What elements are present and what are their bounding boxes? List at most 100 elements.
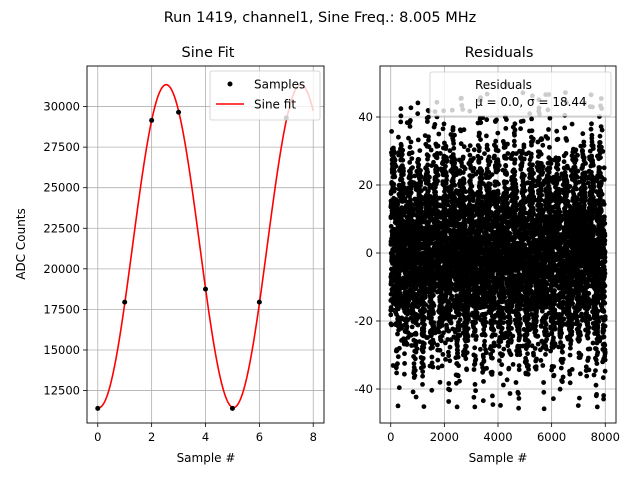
residual-point xyxy=(399,325,404,331)
residual-point xyxy=(427,174,432,180)
residual-point xyxy=(388,224,394,229)
residual-point xyxy=(399,177,405,182)
residual-point xyxy=(431,311,436,316)
residual-point xyxy=(502,295,508,300)
residual-point xyxy=(484,142,490,148)
residual-point xyxy=(431,320,437,325)
residual-point xyxy=(457,317,463,323)
residual-point xyxy=(451,141,456,146)
residual-point xyxy=(410,389,416,395)
residual-point xyxy=(392,169,397,175)
residual-point xyxy=(486,154,492,160)
residual-point xyxy=(418,205,424,211)
residual-point xyxy=(454,404,460,410)
residual-point xyxy=(414,346,420,352)
residual-point xyxy=(472,404,478,410)
sample-point-4 xyxy=(203,286,208,292)
residual-point xyxy=(443,357,448,362)
samples-legend-marker xyxy=(227,81,233,87)
residual-point xyxy=(415,100,421,106)
residual-point xyxy=(512,169,518,175)
residual-point xyxy=(398,119,404,125)
residual-point xyxy=(516,405,521,411)
residual-point xyxy=(451,145,457,151)
residual-point xyxy=(461,144,467,150)
residual-point xyxy=(430,345,435,350)
residual-point xyxy=(446,353,452,359)
residual-point xyxy=(409,150,415,156)
residual-point xyxy=(510,333,516,339)
residual-point xyxy=(408,105,414,111)
samples-legend-label: Samples xyxy=(254,78,305,92)
residual-point xyxy=(478,190,483,196)
residual-point xyxy=(392,157,398,163)
residual-point xyxy=(431,303,437,308)
residual-point xyxy=(446,381,452,386)
residual-point xyxy=(496,343,502,349)
residual-point xyxy=(452,182,458,188)
residual-point xyxy=(465,326,471,331)
residual-point xyxy=(441,121,447,127)
residual-point xyxy=(512,157,518,163)
residual-point xyxy=(461,127,467,133)
residual-point xyxy=(408,139,414,145)
residual-point xyxy=(478,137,483,143)
residual-point xyxy=(409,324,415,330)
residual-point xyxy=(482,338,487,344)
sine-fit-ytick-label-0: 12500 xyxy=(43,384,80,398)
residual-point xyxy=(480,398,486,404)
residual-point xyxy=(460,154,466,160)
figure-suptitle: Run 1419, channel1, Sine Freq.: 8.005 MH… xyxy=(164,10,477,26)
sine-fit-xtick-label-2: 4 xyxy=(202,430,209,444)
sine-fit-ytick-label-7: 30000 xyxy=(43,100,80,114)
residual-point xyxy=(402,371,407,377)
residual-point xyxy=(395,403,401,409)
residual-point xyxy=(504,179,510,185)
residual-point xyxy=(489,172,495,178)
sine-fit-ytick-label-1: 15000 xyxy=(43,343,80,357)
residual-point xyxy=(429,354,435,360)
residual-point xyxy=(505,141,510,147)
residual-point xyxy=(435,357,441,363)
residual-point xyxy=(421,341,427,347)
residual-point xyxy=(434,155,440,161)
residual-point xyxy=(398,113,404,119)
residual-point xyxy=(398,106,404,112)
residual-point xyxy=(421,316,427,322)
residual-point xyxy=(472,327,478,333)
residual-point xyxy=(490,348,496,354)
residual-point xyxy=(404,341,410,347)
residual-point xyxy=(491,327,497,333)
sine-fit-xtick-label-1: 2 xyxy=(148,430,155,444)
residual-point xyxy=(401,168,406,174)
residual-point xyxy=(432,122,438,127)
residual-point xyxy=(391,181,397,187)
residual-point xyxy=(456,311,462,316)
residual-point xyxy=(517,352,523,357)
residual-point xyxy=(501,346,507,352)
residual-point xyxy=(498,339,504,344)
sample-point-3 xyxy=(176,109,182,115)
residual-point xyxy=(443,293,449,299)
residual-point xyxy=(411,361,417,366)
residual-point xyxy=(461,180,467,186)
residual-point xyxy=(436,329,442,335)
residual-point xyxy=(505,201,510,206)
sine-fit-xtick-label-0: 0 xyxy=(94,430,101,444)
residual-point xyxy=(435,143,441,149)
residual-point xyxy=(415,111,421,117)
residual-point xyxy=(428,147,434,153)
residual-point xyxy=(514,195,520,201)
residual-point xyxy=(388,312,394,318)
residual-point xyxy=(408,197,413,203)
residual-point xyxy=(421,364,426,369)
residual-point xyxy=(408,190,414,196)
residual-point xyxy=(513,207,519,213)
residual-point xyxy=(487,159,493,165)
residual-point xyxy=(388,305,394,310)
residual-point xyxy=(457,378,462,384)
residual-point xyxy=(422,322,427,328)
residual-point xyxy=(479,175,485,181)
residual-point xyxy=(482,332,488,338)
residual-point xyxy=(429,360,435,366)
